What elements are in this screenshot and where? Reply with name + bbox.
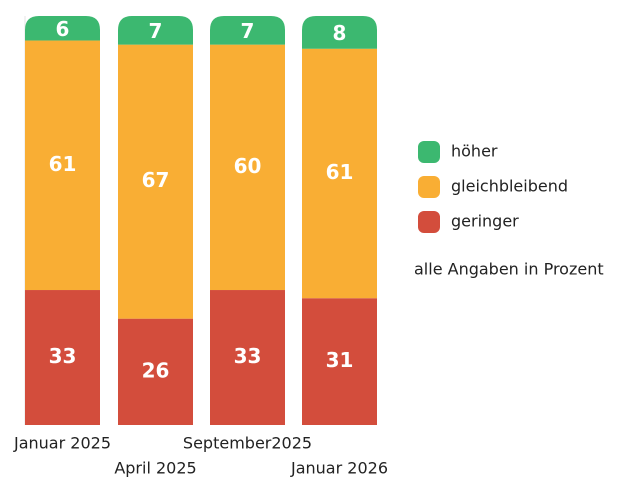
bar-segment <box>210 16 285 45</box>
value-label: 8 <box>333 21 347 45</box>
x-tick-label: Januar 2026 <box>290 459 388 477</box>
legend-label: gleichbleibend <box>451 177 568 196</box>
bar-segment <box>25 290 100 425</box>
bar-segment <box>302 298 377 425</box>
value-label: 26 <box>142 358 170 382</box>
value-label: 7 <box>149 19 163 43</box>
bar-segment <box>118 318 193 425</box>
bar-segment <box>118 44 193 319</box>
value-label: 61 <box>326 160 354 184</box>
bar-segment <box>302 48 377 299</box>
note: alle Angaben in Prozent <box>414 260 604 279</box>
x-tick-label: September2025 <box>183 434 312 453</box>
value-label: 67 <box>142 168 170 192</box>
legend-swatch <box>418 141 440 163</box>
value-label: 31 <box>326 348 354 372</box>
legend-label: höher <box>451 142 498 161</box>
legend-swatch <box>418 176 440 198</box>
x-tick-label: Januar 2025 <box>13 434 111 453</box>
value-label: 60 <box>234 154 262 178</box>
bar-segment <box>210 290 285 425</box>
bar-segment <box>210 44 285 291</box>
bar-segment <box>118 16 193 45</box>
value-label: 6 <box>56 17 70 41</box>
value-label: 33 <box>49 344 77 368</box>
bar-segment <box>25 40 100 291</box>
value-label: 7 <box>241 19 255 43</box>
value-label: 33 <box>234 344 262 368</box>
legend-label: geringer <box>451 212 519 231</box>
bar-segment <box>25 16 100 41</box>
x-tick-label: April 2025 <box>114 459 196 477</box>
legend-swatch <box>418 211 440 233</box>
value-label: 61 <box>49 152 77 176</box>
bar-segment <box>302 16 377 49</box>
